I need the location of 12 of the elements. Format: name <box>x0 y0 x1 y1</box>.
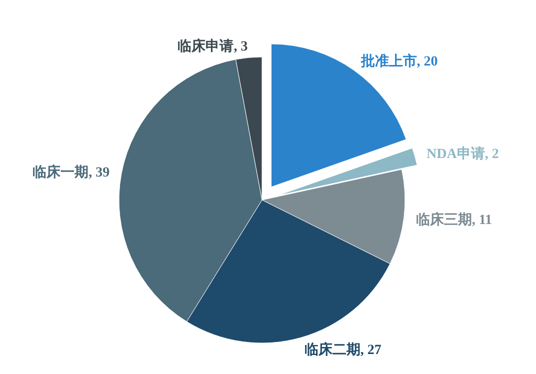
data-label: , 11 <box>472 212 492 228</box>
slice-label: 临床三期 <box>416 210 472 228</box>
slice-label: 临床一期 <box>32 163 89 180</box>
data-label: , 20 <box>416 54 438 70</box>
data-label: , 39 <box>88 165 110 180</box>
slice-label: 临床申请 <box>178 38 234 55</box>
slice-label: 临床二期 <box>304 340 360 358</box>
data-label: , 3 <box>234 40 248 55</box>
slice-label: NDA申请 <box>426 146 485 162</box>
data-label: , 27 <box>360 342 382 358</box>
data-label: , 2 <box>484 147 499 162</box>
slice-label: 批准上市 <box>360 52 417 70</box>
